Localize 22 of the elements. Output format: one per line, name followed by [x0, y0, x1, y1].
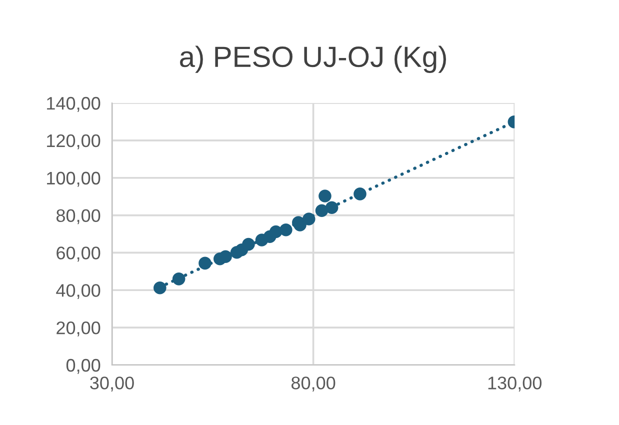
point — [154, 281, 166, 294]
y-tick-label: 60,00 — [56, 246, 100, 262]
point — [318, 190, 332, 202]
point — [354, 188, 366, 200]
y-tick-label: 0,00 — [66, 358, 100, 374]
y-tick-label: 100,00 — [47, 172, 100, 187]
x-tick-label: 80,00 — [291, 376, 336, 392]
point — [242, 238, 255, 251]
y-tick-label: 20,00 — [56, 322, 100, 336]
chart-title: a) PESO UJ-OJ (Kg) — [180, 46, 446, 73]
point — [198, 256, 212, 270]
y-tick-label: 80,00 — [56, 209, 100, 224]
point — [302, 212, 316, 226]
y-tick-label: 120,00 — [47, 134, 100, 150]
point — [325, 201, 338, 214]
point — [172, 272, 186, 286]
point — [280, 223, 292, 236]
x-tick-label: 30,00 — [90, 376, 134, 392]
point — [219, 250, 232, 264]
y-tick-label: 140,00 — [47, 96, 100, 112]
y-tick-label: 40,00 — [56, 284, 100, 299]
x-tick-label: 130,00 — [488, 376, 542, 392]
